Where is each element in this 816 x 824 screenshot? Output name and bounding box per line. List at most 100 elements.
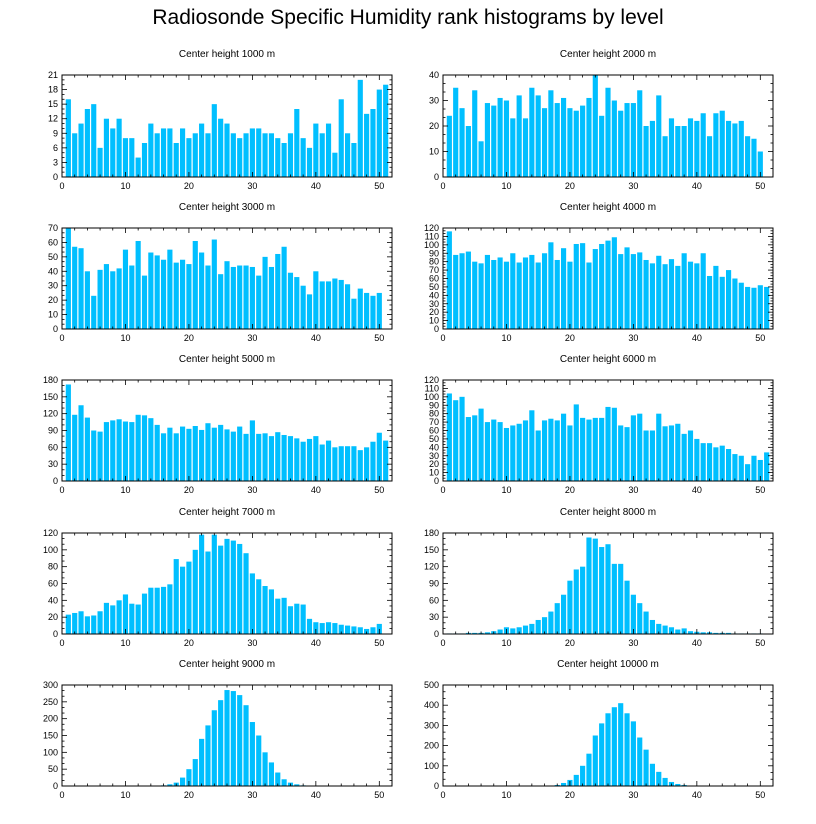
y-tick-label: 30	[429, 299, 439, 309]
y-tick-label: 120	[43, 528, 58, 538]
bar	[192, 759, 198, 786]
x-tick-label: 50	[374, 790, 384, 800]
y-tick-label: 110	[425, 383, 439, 393]
bar	[268, 266, 274, 329]
y-tick-label: 70	[429, 417, 439, 427]
bar	[738, 282, 744, 329]
bar	[103, 422, 109, 481]
bar	[605, 87, 611, 177]
chart-panel-2: Center height 2000 m 0 10 20 30 40 50 0 10 20 30 40	[429, 49, 774, 191]
bar	[459, 108, 465, 177]
bar	[319, 444, 325, 481]
x-tick-label: 10	[501, 485, 511, 495]
panel-title: Center height 3000 m	[179, 202, 275, 213]
bar	[211, 104, 217, 177]
x-tick-label: 40	[692, 333, 702, 343]
bar	[249, 722, 255, 786]
bar	[364, 628, 370, 634]
y-tick-label: 100	[424, 240, 439, 250]
bar	[675, 265, 681, 330]
bar	[65, 384, 71, 481]
bar	[364, 113, 370, 177]
bar	[186, 561, 192, 634]
bar	[567, 108, 573, 177]
y-tick-label: 50	[429, 434, 439, 444]
bar	[738, 455, 744, 481]
bar	[167, 128, 173, 177]
bar	[541, 420, 548, 481]
bar	[453, 87, 459, 177]
bar	[706, 275, 713, 329]
bar	[580, 105, 586, 177]
bar	[256, 128, 262, 177]
bar	[510, 425, 516, 481]
bar	[211, 710, 217, 786]
bar	[116, 600, 122, 634]
x-tick-label: 30	[247, 638, 257, 648]
bar	[160, 259, 167, 329]
bar	[548, 418, 554, 481]
bar	[364, 292, 370, 329]
bar	[548, 242, 554, 329]
bar	[649, 120, 655, 177]
bar	[180, 259, 186, 329]
y-tick-label: 150	[424, 545, 439, 555]
panel-title: Center height 7000 m	[179, 507, 275, 518]
bar	[694, 263, 700, 329]
bar	[357, 450, 363, 481]
bar	[218, 118, 224, 177]
bar	[726, 270, 732, 329]
bar	[484, 103, 490, 177]
bar	[472, 415, 478, 481]
bar	[757, 285, 763, 329]
bar	[103, 264, 109, 329]
x-tick-label: 10	[120, 638, 130, 648]
bar	[535, 95, 541, 177]
bar	[516, 423, 522, 481]
bar	[745, 286, 751, 329]
chart-panel-6: Center height 6000 m0 10 20 30 40 50010203040…	[424, 354, 774, 495]
y-tick-label: 9	[53, 128, 58, 138]
bar	[751, 455, 757, 481]
x-tick-label: 20	[184, 790, 194, 800]
bar	[656, 95, 662, 177]
bar	[313, 436, 319, 481]
bar	[294, 603, 300, 634]
y-tick-label: 80	[429, 409, 439, 419]
bar	[586, 753, 592, 786]
bar	[268, 436, 274, 481]
bar	[357, 79, 363, 177]
y-tick-label: 10	[429, 468, 439, 478]
bar	[491, 259, 497, 329]
bar	[719, 110, 725, 177]
y-tick-label: 15	[48, 99, 58, 109]
bar	[484, 632, 490, 634]
y-tick-label: 80	[429, 257, 439, 267]
bar	[611, 100, 617, 177]
y-tick-label: 10	[429, 316, 439, 326]
bar	[218, 274, 224, 329]
bar	[586, 537, 592, 634]
x-tick-label: 0	[59, 638, 64, 648]
bar	[713, 265, 719, 330]
bar	[605, 240, 611, 330]
bar	[694, 120, 700, 177]
x-tick-label: 0	[440, 638, 445, 648]
chart-panel-4: Center height 4000 m0 10 20 30 40 50010203040…	[424, 202, 774, 343]
bar	[186, 264, 192, 329]
bar	[656, 623, 662, 634]
panel-title: Center height 1000 m	[179, 49, 275, 60]
bar	[287, 606, 294, 634]
bar	[306, 294, 313, 329]
bar	[611, 707, 617, 786]
bar	[230, 540, 236, 634]
bar	[453, 254, 459, 329]
bar	[592, 417, 598, 482]
bar	[97, 431, 103, 481]
bar	[618, 425, 624, 481]
bar	[192, 240, 198, 329]
bar	[160, 433, 167, 481]
bar	[599, 243, 605, 329]
bar	[370, 109, 376, 177]
bar	[503, 427, 510, 481]
